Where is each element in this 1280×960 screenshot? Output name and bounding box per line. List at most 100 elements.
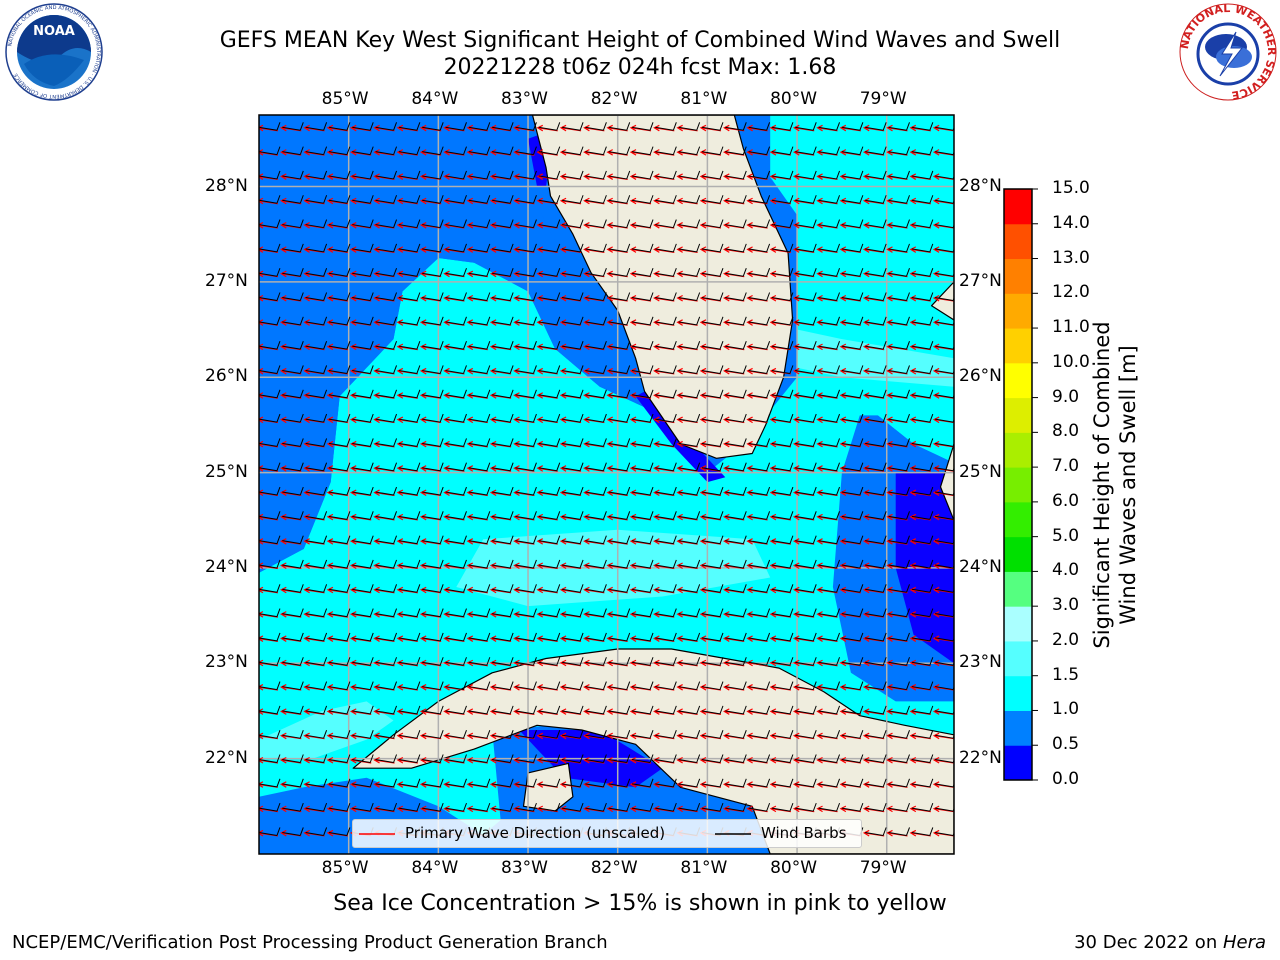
wind-barb — [259, 511, 281, 520]
wind-barb — [538, 413, 561, 423]
wind-barb — [515, 705, 537, 715]
wind-barb — [911, 268, 934, 277]
wind-barb — [492, 511, 514, 520]
colorbar-level-label: 5.0 — [1052, 525, 1080, 546]
wind-barb — [608, 535, 631, 545]
wind-barb — [631, 438, 654, 447]
wind-barb — [701, 340, 724, 350]
wind-barb — [305, 584, 328, 593]
wind-barb — [398, 535, 421, 545]
wind-barb — [398, 462, 421, 472]
wind-barb — [795, 559, 817, 569]
wind-barb — [445, 170, 467, 180]
wind-barb — [352, 584, 374, 593]
wind-barb — [865, 462, 887, 472]
wind-barb — [561, 730, 584, 739]
wind-barb — [561, 122, 584, 131]
wind-barb — [655, 511, 677, 520]
wind-barb — [911, 802, 934, 812]
wind-barb — [468, 681, 491, 691]
wind-barb — [771, 122, 794, 131]
wind-barb — [701, 608, 724, 618]
wind-barb — [748, 486, 771, 496]
colorbar-level-label: 4.0 — [1052, 560, 1080, 581]
wind-barb — [422, 511, 444, 520]
wind-barb — [282, 195, 304, 204]
wind-barb — [375, 316, 398, 326]
wind-barb — [468, 584, 491, 593]
wind-barb — [725, 778, 747, 788]
wind-barb — [865, 730, 887, 739]
wind-barb — [282, 170, 304, 180]
wind-barb — [422, 754, 444, 763]
wind-barb — [305, 802, 328, 812]
wind-barb — [259, 122, 281, 131]
wind-barb — [608, 389, 631, 399]
wind-barb — [468, 511, 491, 520]
wind-barb — [422, 535, 444, 545]
wind-barb — [888, 316, 910, 326]
wind-barb — [515, 195, 537, 204]
wind-barb — [771, 243, 794, 253]
wind-barb — [865, 486, 887, 496]
colorbar-segment — [1004, 710, 1032, 746]
lon-tick-top: 85°W — [321, 89, 369, 109]
wind-barb — [841, 243, 864, 253]
colorbar-level-label: 6.0 — [1052, 490, 1080, 511]
wind-barb — [725, 754, 747, 763]
wind-barb — [538, 268, 561, 277]
wind-barb — [748, 365, 771, 374]
wind-barb — [492, 122, 514, 131]
wind-barb — [818, 122, 841, 131]
wind-barb — [352, 535, 374, 545]
wind-barb — [375, 632, 398, 642]
wind-barb — [305, 438, 328, 447]
wind-barb — [259, 657, 281, 666]
wind-barb — [468, 559, 491, 569]
wind-barb — [865, 195, 887, 204]
wind-barb — [468, 535, 491, 545]
wind-barb — [631, 170, 654, 180]
contour-1-1.5m — [259, 115, 954, 835]
wind-barb — [561, 511, 584, 520]
wind-barb — [282, 681, 304, 691]
wind-barb — [725, 219, 747, 229]
wind-barb — [678, 681, 701, 691]
wind-barb — [305, 559, 328, 569]
wind-barb — [701, 268, 724, 277]
wind-barb — [538, 146, 561, 156]
wind-barb — [795, 122, 817, 131]
colorbar-level-label: 15.0 — [1052, 178, 1090, 198]
wind-barb — [305, 170, 328, 180]
wind-barb — [841, 778, 864, 788]
wind-barb — [259, 316, 281, 326]
wind-barb — [748, 389, 771, 399]
wind-barb — [398, 146, 421, 156]
wind-barb — [655, 802, 677, 812]
wind-barb — [445, 438, 467, 447]
wind-barb — [352, 195, 374, 204]
wind-barb — [328, 657, 351, 666]
wind-barb — [725, 195, 747, 204]
wind-barb — [678, 584, 701, 593]
footer-credit: NCEP/EMC/Verification Post Processing Pr… — [12, 932, 608, 953]
wind-barb — [282, 778, 304, 788]
wind-barb — [655, 340, 677, 350]
wind-barb — [538, 778, 561, 788]
wind-barb — [655, 292, 677, 302]
wind-barb — [631, 535, 654, 545]
wind-barb — [678, 268, 701, 277]
wind-barb — [492, 340, 514, 350]
wind-barb — [422, 584, 444, 593]
wind-barb — [492, 195, 514, 204]
wind-barb — [305, 657, 328, 666]
lon-tick-bottom: 83°W — [501, 858, 548, 878]
wind-barb — [818, 365, 841, 374]
wind-barb — [725, 413, 747, 423]
colorbar-level-label: 0.0 — [1052, 769, 1080, 789]
wind-barb — [841, 268, 864, 277]
wind-barb — [352, 486, 374, 496]
wind-barb — [865, 778, 887, 788]
wind-barb — [701, 802, 724, 812]
wind-barb — [538, 365, 561, 374]
